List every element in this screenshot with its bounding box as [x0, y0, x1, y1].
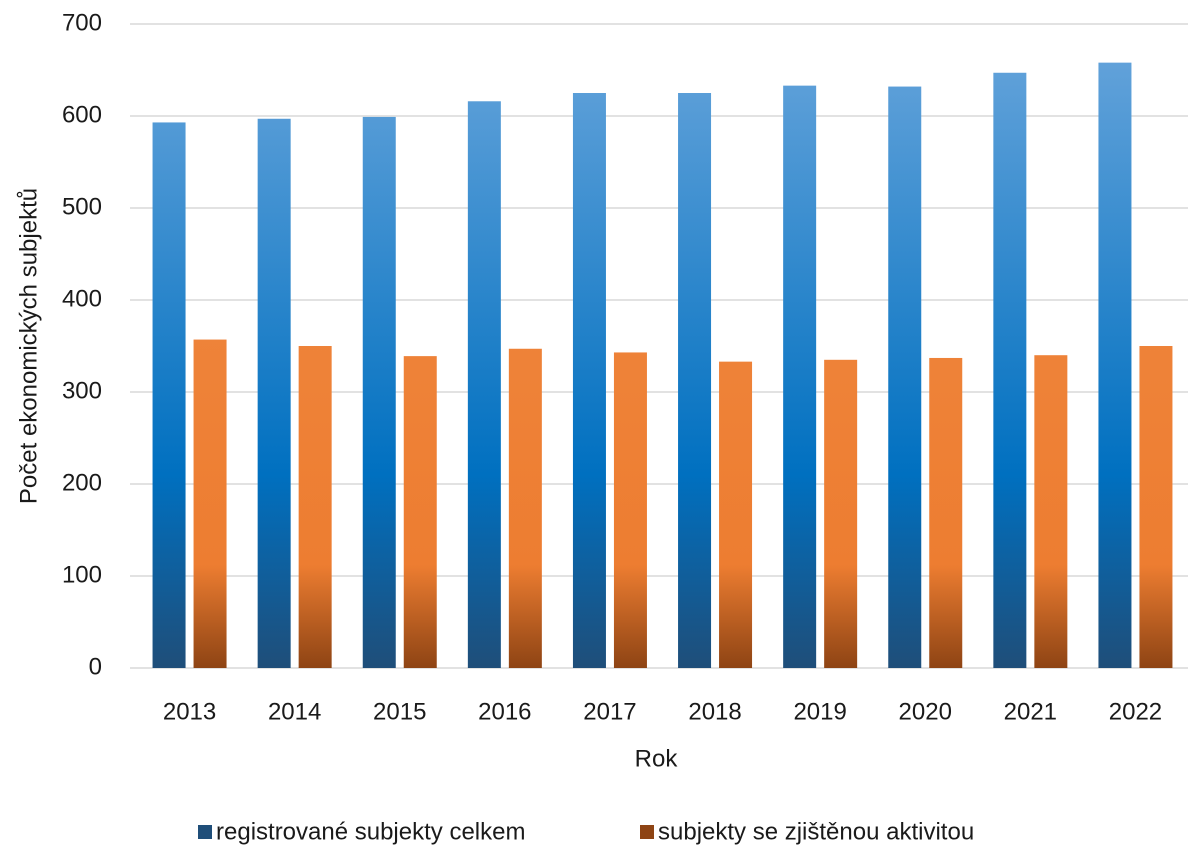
- bar: [613, 352, 647, 668]
- y-tick-label: 700: [62, 9, 102, 36]
- y-tick-label: 500: [62, 193, 102, 220]
- x-tick-label: 2017: [583, 698, 636, 725]
- x-tick-label: 2022: [1109, 698, 1162, 725]
- x-tick-label: 2019: [793, 698, 846, 725]
- x-tick-label: 2014: [268, 698, 321, 725]
- bar: [888, 86, 922, 668]
- y-tick-label: 0: [89, 653, 102, 680]
- bar: [678, 93, 712, 668]
- y-tick-label: 600: [62, 101, 102, 128]
- bar: [1139, 346, 1173, 668]
- bar: [298, 346, 332, 668]
- bar: [929, 357, 963, 668]
- legend-label: registrované subjekty celkem: [216, 818, 525, 845]
- legend-swatch: [640, 825, 654, 839]
- bar: [193, 339, 227, 668]
- x-tick-label: 2015: [373, 698, 426, 725]
- bar: [824, 359, 858, 668]
- x-tick-label: 2020: [899, 698, 952, 725]
- bar: [783, 85, 817, 668]
- x-tick-label: 2016: [478, 698, 531, 725]
- y-tick-label: 200: [62, 469, 102, 496]
- bar: [572, 93, 606, 668]
- bar: [1034, 355, 1068, 668]
- y-tick-label: 400: [62, 285, 102, 312]
- y-tick-label: 100: [62, 561, 102, 588]
- bar: [993, 72, 1027, 668]
- bar: [403, 356, 437, 668]
- bar: [152, 122, 186, 668]
- x-axis-title: Rok: [635, 745, 679, 772]
- y-axis-title: Počet ekonomických subjektů: [15, 188, 42, 504]
- bar: [1098, 62, 1132, 668]
- x-tick-label: 2013: [163, 698, 216, 725]
- bar: [508, 348, 542, 668]
- x-tick-label: 2021: [1004, 698, 1057, 725]
- bar: [467, 101, 501, 668]
- bar: [257, 118, 291, 668]
- bar: [362, 116, 396, 669]
- bar: [719, 361, 753, 668]
- legend-label: subjekty se zjištěnou aktivitou: [658, 818, 974, 845]
- legend-swatch: [198, 825, 212, 839]
- x-tick-label: 2018: [688, 698, 741, 725]
- y-tick-label: 300: [62, 377, 102, 404]
